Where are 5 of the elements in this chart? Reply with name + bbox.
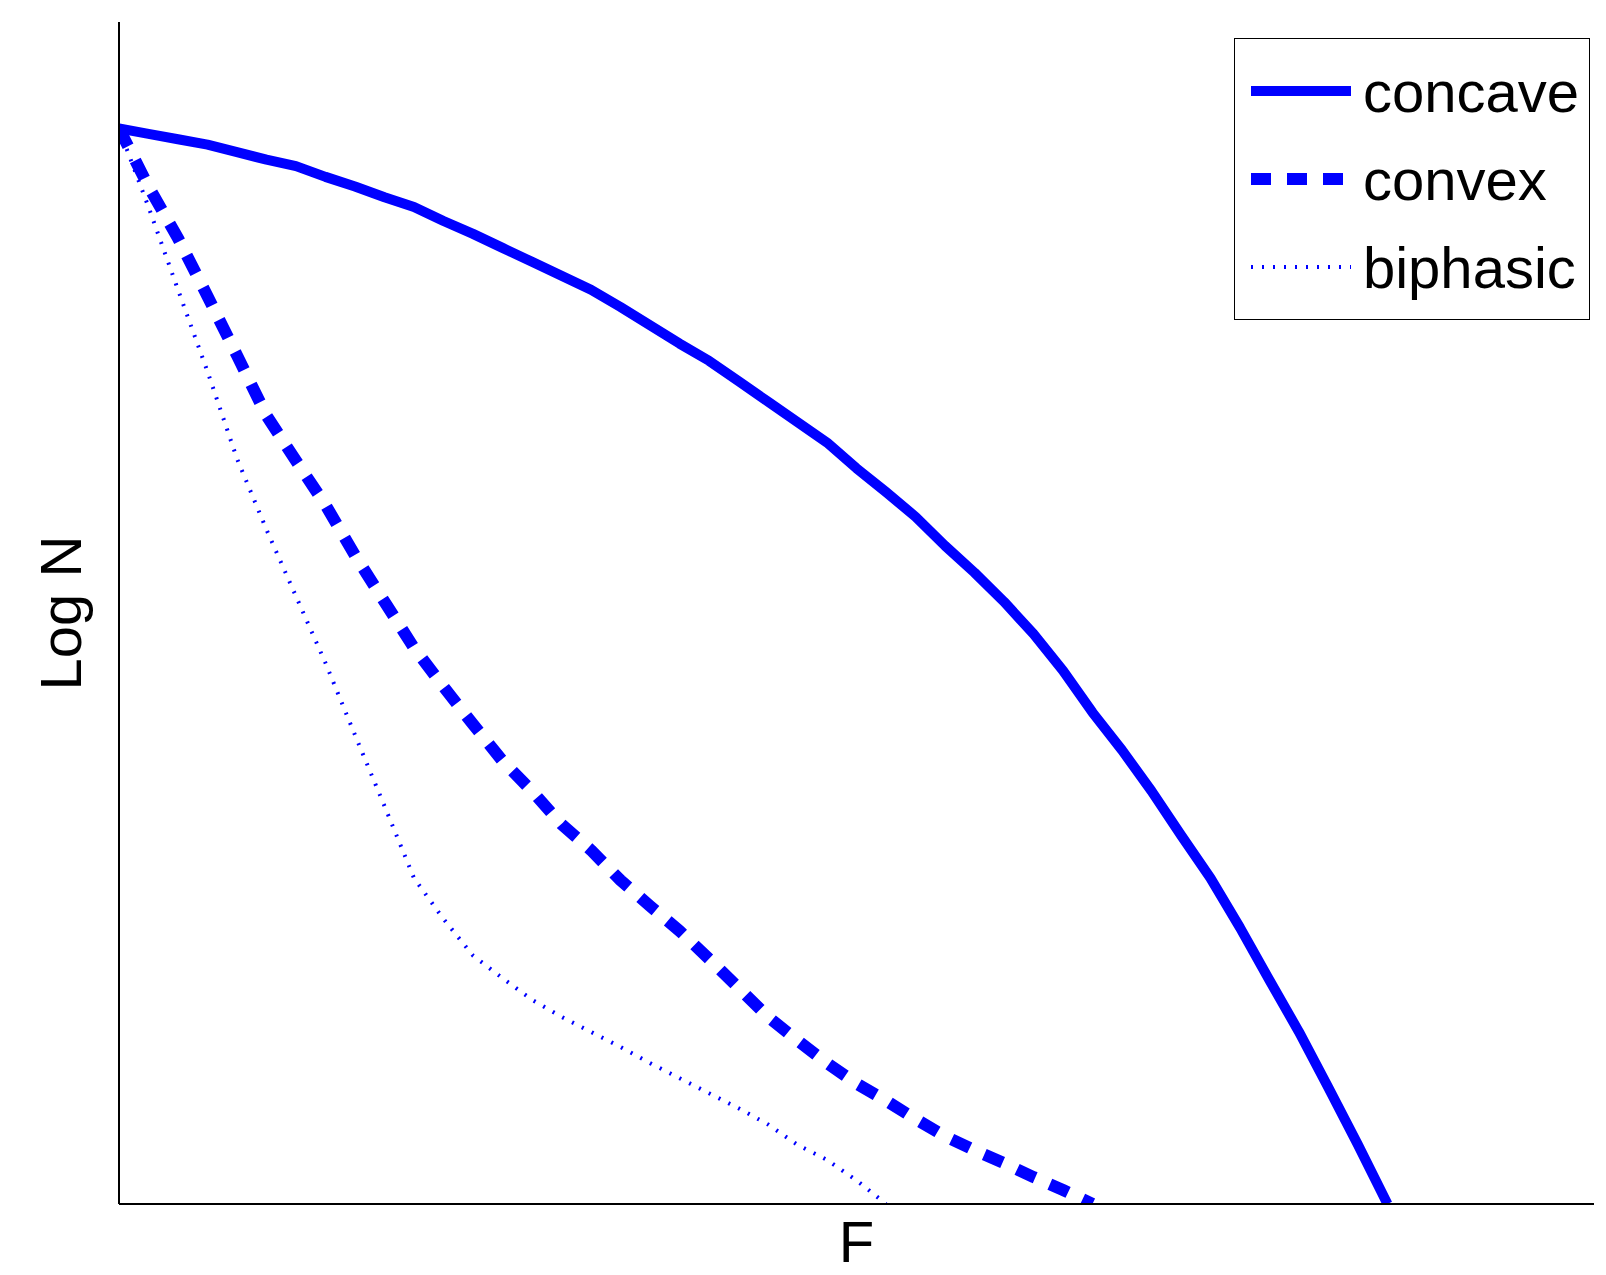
legend-label: biphasic	[1362, 233, 1576, 301]
legend-label: concave	[1362, 57, 1579, 125]
x-axis-title: F	[838, 1208, 875, 1275]
legend-label: convex	[1362, 145, 1547, 213]
y-axis-title: Log N	[26, 535, 94, 691]
